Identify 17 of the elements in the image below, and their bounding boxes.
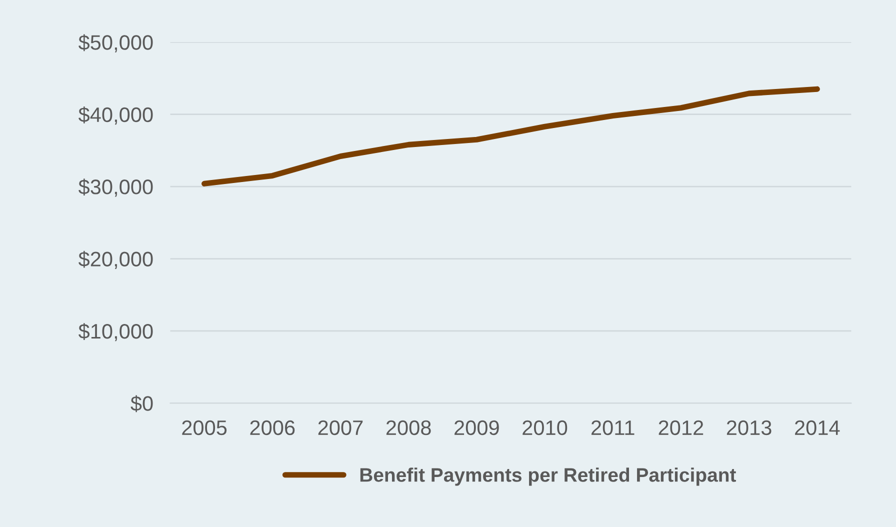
y-tick-label: $10,000 xyxy=(78,323,153,342)
y-tick-label: $20,000 xyxy=(78,250,153,269)
x-tick-label: 2007 xyxy=(318,420,363,436)
x-tick-label: 2005 xyxy=(182,420,227,436)
x-tick-label: 2010 xyxy=(522,420,568,436)
x-tick-label: 2013 xyxy=(726,420,772,436)
x-tick-label: 2009 xyxy=(454,420,499,436)
y-tick-label: $40,000 xyxy=(78,106,153,125)
x-tick-label: 2011 xyxy=(592,420,634,436)
x-tick-label: 2006 xyxy=(250,420,295,436)
legend-label: Benefit Payments per Retired Participant xyxy=(360,468,736,486)
x-tick-label: 2014 xyxy=(795,420,840,436)
x-tick-label: 2008 xyxy=(386,420,431,436)
y-tick-label: $0 xyxy=(130,395,153,412)
y-tick-label: $30,000 xyxy=(78,178,153,197)
y-tick-label: $50,000 xyxy=(78,34,153,52)
x-tick-label: 2012 xyxy=(658,420,704,436)
